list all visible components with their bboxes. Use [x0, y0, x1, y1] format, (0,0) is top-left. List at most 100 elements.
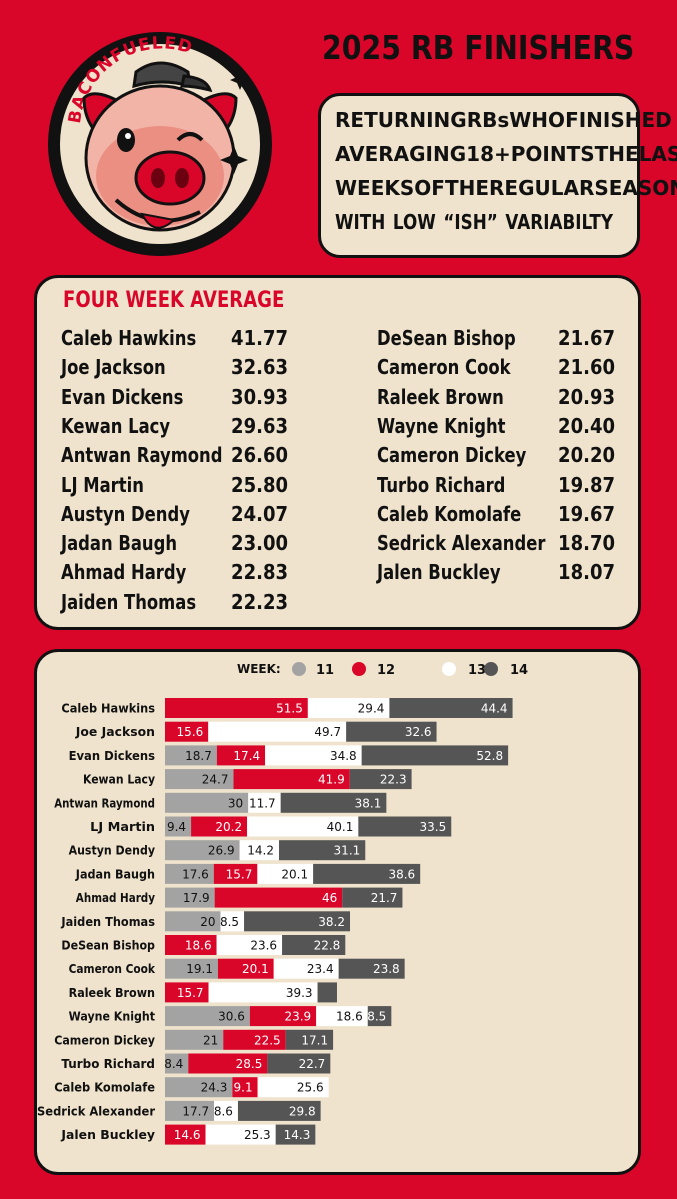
- data-label: 18.6: [336, 1010, 363, 1024]
- data-label: 31.1: [334, 844, 361, 858]
- player-name: Kewan Lacy: [61, 413, 171, 438]
- data-label: 22.3: [380, 773, 407, 787]
- data-label: 49.7: [314, 725, 341, 739]
- data-label: 22.8: [314, 939, 341, 953]
- player-name: Antwan Raymond: [61, 443, 223, 468]
- bar-row: Kewan Lacy 24.7 41.9 22.3: [83, 769, 412, 790]
- category-label: Raleek Brown: [69, 985, 155, 1000]
- data-label: 20: [200, 915, 215, 929]
- legend-swatch-week-14: [484, 662, 498, 676]
- player-name: Jadan Baugh: [61, 531, 178, 556]
- baconfueled-logo: BACONFUELED: [48, 32, 272, 256]
- legend-label-week-14: 14: [510, 663, 528, 678]
- data-label: 24.7: [202, 773, 229, 787]
- category-label: Turbo Richard: [61, 1056, 155, 1071]
- player-name: Raleek Brown: [377, 384, 504, 409]
- data-label: 14.6: [174, 1128, 201, 1142]
- bar-segment-week-11: [165, 887, 215, 908]
- bar-segment-week-11: [165, 1100, 215, 1121]
- category-label: Sedrick Alexander: [37, 1103, 156, 1118]
- data-label: 29.8: [289, 1104, 316, 1118]
- weekly-points-chart-panel: WEEK: 11 12 13 14 Caleb Hawkins 51.5 29.4 44.4 Jo…: [34, 649, 641, 1175]
- bar-segment-week-11: [165, 792, 249, 813]
- bar-segment-week-14: [244, 911, 351, 932]
- data-label: 22.5: [254, 1033, 281, 1047]
- bar-segment-week-12: [232, 1077, 258, 1098]
- player-name: Cameron Cook: [377, 355, 511, 380]
- average-value: 18.07: [558, 560, 615, 585]
- subtitle-word: WEEKS: [335, 176, 415, 200]
- average-value: 20.40: [558, 413, 615, 438]
- data-label: 17.9: [183, 891, 210, 905]
- category-label: Austyn Dendy: [69, 843, 155, 858]
- average-value: 21.67: [558, 326, 615, 350]
- player-name: Evan Dickens: [61, 384, 184, 409]
- player-name: Joe Jackson: [61, 355, 166, 380]
- bar-row: Sedrick Alexander 17.7 8.6 29.8: [37, 1100, 321, 1121]
- subtitle-box: RETURNING RBs WHO FINISHED AVERAGING 18+ POIN…: [318, 93, 677, 258]
- bar-row: Jadan Baugh 17.6 15.7 20.1 38.6: [75, 863, 421, 884]
- data-label: 26.9: [208, 844, 235, 858]
- average-value: 19.67: [558, 501, 615, 526]
- bar-segment-week-13: [216, 935, 283, 955]
- data-label: 18.7: [185, 749, 212, 763]
- bar-segment-week-14: [389, 698, 513, 718]
- data-label: 17.6: [182, 867, 209, 881]
- data-label: 14.2: [247, 844, 274, 858]
- category-label: DeSean Bishop: [61, 938, 155, 953]
- subtitle-word: VARIABILTY: [505, 210, 614, 234]
- category-label: Jalen Buckley: [60, 1127, 155, 1142]
- bar-segment-week-14: [361, 745, 509, 766]
- bar-segment-week-12: [191, 816, 248, 837]
- data-label: 20.1: [242, 962, 269, 976]
- data-label: 30.6: [218, 1010, 245, 1024]
- averages-heading: FOUR WEEK AVERAGE: [63, 288, 285, 313]
- data-label: 28.5: [236, 1057, 263, 1071]
- subtitle-word: REGULAR: [489, 176, 595, 200]
- average-value: 19.87: [558, 472, 615, 497]
- data-label: 8.5: [220, 915, 239, 929]
- subtitle-word: THE: [594, 142, 639, 166]
- bar-segment-week-14: [280, 792, 387, 813]
- legend-label-week-12: 12: [377, 663, 395, 678]
- category-label: Joe Jackson: [75, 724, 155, 739]
- player-name: Sedrick Alexander: [377, 531, 546, 556]
- bar-segment-week-11: [165, 1053, 189, 1074]
- bar-segment-week-12: [213, 863, 258, 884]
- bar-segment-week-11: [165, 911, 221, 932]
- bar-row: Austyn Dendy 26.9 14.2 31.1: [69, 840, 366, 861]
- data-label: 30: [228, 796, 243, 810]
- player-name: Turbo Richard: [377, 472, 506, 497]
- subtitle-word: “ISH”: [443, 210, 498, 234]
- data-label: 23.9: [284, 1010, 311, 1024]
- subtitle-word: LOW: [392, 210, 436, 234]
- category-label: Caleb Hawkins: [61, 701, 155, 716]
- data-label: 34.8: [330, 749, 357, 763]
- data-label: 11.7: [249, 796, 276, 810]
- bar-segment-week-14: [275, 1124, 316, 1145]
- bar-segment-week-11: [165, 816, 192, 837]
- bar-segment-week-12: [233, 769, 350, 790]
- bar-row: Caleb Hawkins 51.5 29.4 44.4: [61, 698, 513, 718]
- bar-segment-week-11: [165, 769, 234, 790]
- data-label: 18.6: [185, 939, 212, 953]
- data-label: 23.8: [373, 962, 400, 976]
- bar-segment-week-11: [165, 1006, 250, 1027]
- data-label: 23.6: [250, 939, 277, 953]
- bar-segment-week-12: [165, 1124, 206, 1145]
- data-label: 32.6: [405, 725, 432, 739]
- bar-row: DeSean Bishop 18.6 23.6 22.8: [61, 935, 346, 955]
- category-label: Cameron Dickey: [54, 1032, 155, 1047]
- bar-segment-week-11: [165, 745, 217, 766]
- player-name: LJ Martin: [61, 472, 144, 497]
- legend-label-week-13: 13: [468, 663, 486, 678]
- chart-legend: WEEK: 11 12 13 14: [237, 662, 528, 678]
- data-label: 46: [322, 891, 337, 905]
- category-label: Ahmad Hardy: [76, 890, 155, 905]
- bar-segment-week-11: [165, 840, 240, 861]
- data-label: 21: [203, 1033, 218, 1047]
- data-label: 20.1: [281, 867, 308, 881]
- player-name: Caleb Komolafe: [377, 501, 522, 526]
- average-value: 23.00: [231, 531, 288, 556]
